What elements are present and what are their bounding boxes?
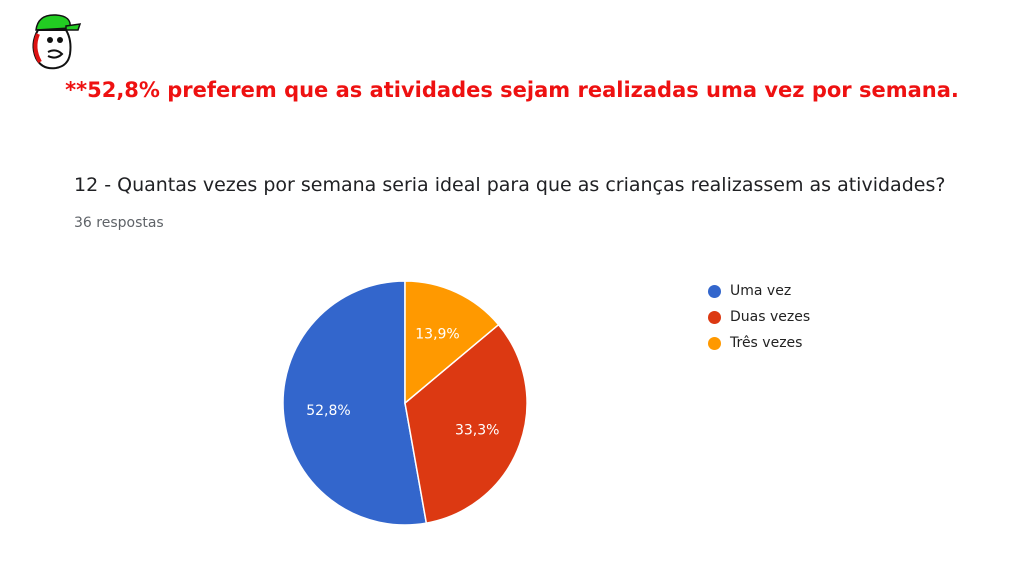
legend-item-2: Três vezes [708,330,810,356]
legend-dot-icon [708,310,721,324]
legend-item-1: Duas vezes [708,304,810,330]
pie-slice-2 [404,280,500,405]
legend-label: Duas vezes [730,309,811,325]
cap-icon [35,14,71,31]
legend-dot-icon [708,284,721,298]
legend-label: Uma vez [730,283,792,299]
legend-item-0: Uma vez [708,278,810,304]
pie-slice-label-1: 33,3% [455,422,499,438]
pie-slice-0 [282,280,428,526]
question-title: 12 - Quantas vezes por semana seria idea… [74,174,946,196]
headline-text: **52,8% preferem que as atividades sejam… [65,78,959,102]
mascot-logo-icon [32,14,82,70]
legend-label: Três vezes [730,335,803,351]
pie-slice-1 [404,323,528,524]
pie-slice-label-2: 13,9% [415,326,459,342]
legend-dot-icon [708,336,721,350]
response-count: 36 respostas [74,215,164,231]
pie-slice-label-0: 52,8% [306,403,350,419]
pie-chart: 52,8% 33,3% 13,9% [282,280,528,526]
chart-legend: Uma vez Duas vezes Três vezes [708,278,810,356]
